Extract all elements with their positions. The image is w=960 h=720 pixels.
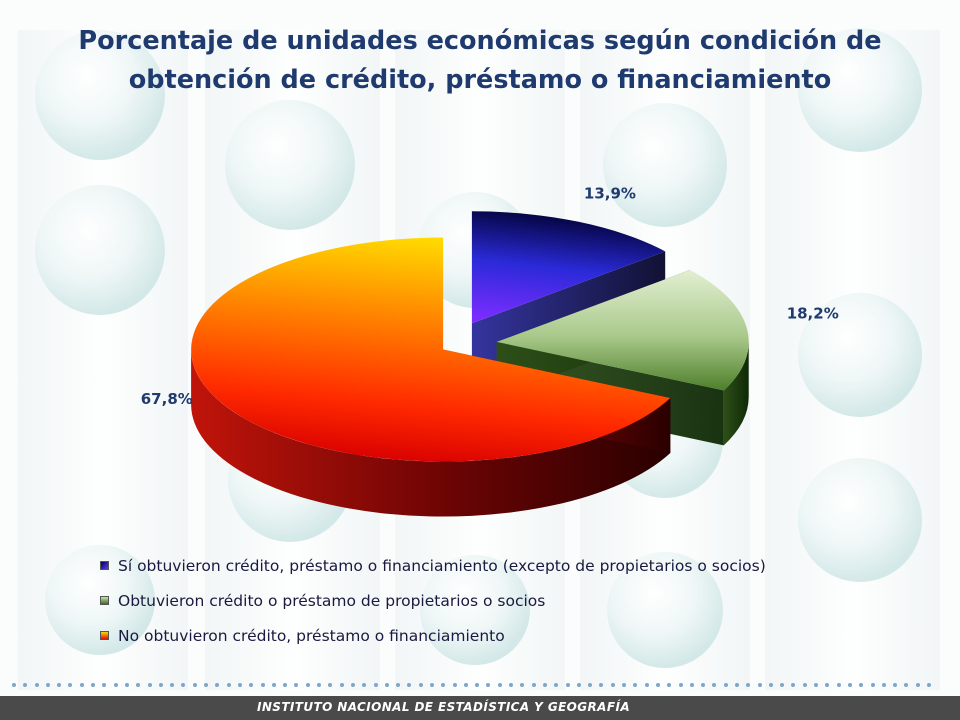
pie-slice-outer-side: [723, 341, 749, 446]
footer-institution: Instituto Nacional de Estadística y Geog…: [256, 700, 630, 714]
pie-slice: [471, 211, 666, 324]
footer-bar: Instituto Nacional de Estadística y Geog…: [0, 696, 960, 720]
data-label: 18,2%: [787, 304, 839, 322]
footer-dot-divider: [12, 683, 952, 695]
legend-label: Obtuvieron crédito o préstamo de propiet…: [118, 591, 546, 610]
legend-label: Sí obtuvieron crédito, préstamo o financ…: [118, 556, 766, 575]
legend-item: No obtuvieron crédito, préstamo o financ…: [100, 618, 766, 653]
chart-title-line-2: obtención de crédito, préstamo o financi…: [128, 65, 832, 95]
legend-swatch: [100, 561, 109, 570]
pie-slice-outer-side: [191, 349, 671, 517]
legend-label: No obtuvieron crédito, préstamo o financ…: [118, 626, 505, 645]
chart-title: Porcentaje de unidades económicas según …: [40, 22, 920, 100]
legend-item: Obtuvieron crédito o préstamo de propiet…: [100, 583, 766, 618]
legend-swatch: [100, 596, 109, 605]
pie-slice: [496, 270, 749, 391]
chart-legend: Sí obtuvieron crédito, préstamo o financ…: [100, 548, 766, 653]
data-label: 13,9%: [584, 185, 636, 203]
data-label: 67,8%: [141, 390, 193, 408]
legend-item: Sí obtuvieron crédito, préstamo o financ…: [100, 548, 766, 583]
chart-title-line-1: Porcentaje de unidades económicas según …: [78, 26, 882, 56]
pie-slice: [191, 237, 671, 462]
legend-swatch: [100, 631, 109, 640]
